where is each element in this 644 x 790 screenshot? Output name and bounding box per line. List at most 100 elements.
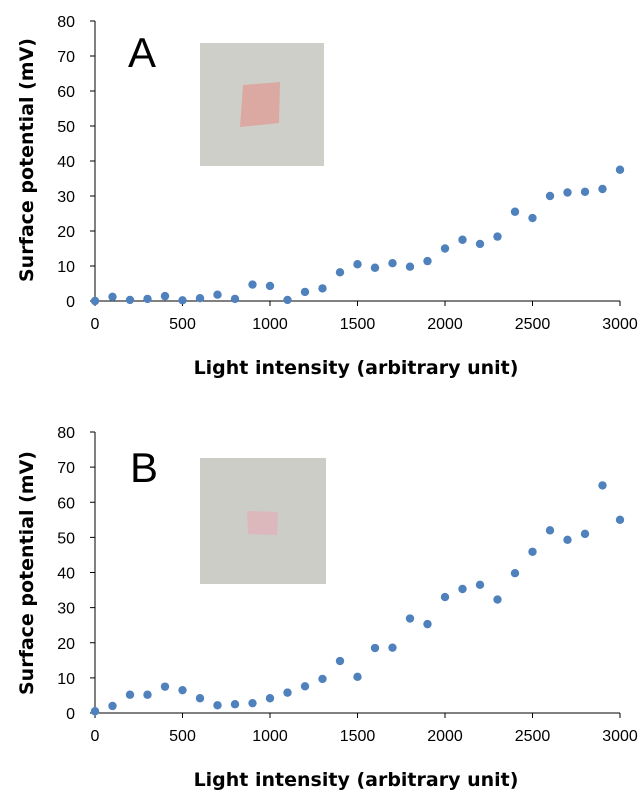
- panel-a-x-tick-label: 2500: [515, 316, 551, 333]
- panel-b-x-tick-label: 1000: [252, 728, 288, 745]
- panel-a-y-tick-label: 30: [57, 189, 75, 206]
- panel-b-data-point: [563, 535, 572, 545]
- panel-b-data-point: [160, 682, 170, 691]
- panel-b-data-point: [248, 698, 257, 708]
- panel-a-data-point: [493, 232, 502, 241]
- panel-b-data-point: [528, 547, 537, 556]
- panel-a-data-point: [598, 184, 607, 194]
- panel-b-data-point: [283, 688, 292, 697]
- panel-a-y-tick-label: 60: [57, 84, 75, 101]
- panel-b-data-point: [475, 580, 485, 589]
- panel-a-data-point: [563, 188, 572, 197]
- panel-a-y-tick-label: 40: [57, 154, 75, 171]
- panel-a-data-point: [90, 296, 100, 306]
- panel-a-data-point: [405, 262, 415, 271]
- panel-b-data-point: [195, 694, 205, 703]
- panel-a-data-point: [195, 294, 205, 303]
- panel-a-x-axis-title: Light intensity (arbitrary unit): [194, 357, 519, 379]
- panel-b-y-tick-label: 0: [66, 706, 75, 723]
- panel-b-data-point: [545, 526, 555, 535]
- panel-a-data-point: [178, 296, 187, 305]
- panel-a-data-point: [615, 165, 625, 174]
- panel-a-data-point: [388, 259, 397, 268]
- panel-b-data-point: [458, 584, 467, 594]
- panel-b-x-axis-title: Light intensity (arbitrary unit): [194, 769, 519, 790]
- panel-a-sample-film: [240, 82, 280, 127]
- panel-a: A Surface potential (mV) Light intensity…: [16, 14, 638, 379]
- panel-b-x-tick-label: 1500: [340, 728, 376, 745]
- panel-a-x-tick-label: 3000: [602, 316, 638, 333]
- panel-b-data-point: [178, 685, 187, 695]
- panel-b-x-tick-label: 3000: [602, 728, 638, 745]
- panel-b-y-tick-label: 10: [57, 671, 75, 688]
- panel-a-data-point: [580, 187, 590, 196]
- panel-a-data-point: [440, 244, 450, 253]
- panel-a-y-tick-label: 50: [57, 119, 75, 136]
- panel-b-sample-film: [247, 511, 278, 535]
- panel-a-data-point: [160, 291, 170, 301]
- panel-a-data-point: [125, 295, 135, 305]
- panel-b-data-point: [440, 592, 450, 602]
- panel-a-x-tick-label: 500: [169, 316, 196, 333]
- panel-a-data-point: [248, 280, 257, 289]
- panel-a-data-point: [528, 213, 537, 223]
- panel-b-data-point: [300, 682, 310, 691]
- panel-b-y-tick-label: 50: [57, 530, 75, 547]
- panel-b-data-point: [405, 614, 415, 623]
- panel-b-y-tick-label: 70: [57, 460, 75, 477]
- panel-a-y-tick-label: 20: [57, 224, 75, 241]
- panel-b-x-tick-label: 2000: [427, 728, 463, 745]
- panel-b-x-tick-label: 0: [91, 728, 100, 745]
- panel-b-data-point: [598, 481, 607, 490]
- panel-b-data-point: [510, 569, 520, 578]
- panel-b-data-point: [265, 694, 275, 703]
- panel-b-y-tick-label: 80: [57, 425, 75, 442]
- panel-a-x-tick-label: 0: [91, 316, 100, 333]
- panel-a-data-point: [318, 284, 327, 293]
- panel-a-data-point: [458, 235, 467, 244]
- panel-b-label: B: [130, 444, 158, 491]
- panel-a-data-point: [265, 281, 275, 291]
- panel-a-label: A: [128, 29, 156, 76]
- panel-b-y-tick-label: 30: [57, 601, 75, 618]
- panel-a-data-point: [213, 290, 222, 299]
- panel-a-x-tick-label: 1500: [340, 316, 376, 333]
- panel-a-data-point: [545, 191, 555, 201]
- panel-b-data-point: [108, 701, 117, 711]
- panel-b-x-tick-label: 500: [169, 728, 196, 745]
- panel-b-data-point: [388, 643, 397, 652]
- panel-b-y-tick-label: 60: [57, 495, 75, 512]
- panel-b-y-tick-label: 40: [57, 566, 75, 583]
- panel-b-data-point: [318, 674, 327, 684]
- panel-b-data-point: [423, 619, 432, 629]
- panel-a-x-tick-label: 2000: [427, 316, 463, 333]
- panel-a-y-tick-label: 80: [57, 14, 75, 31]
- panel-a-data-point: [283, 295, 292, 305]
- panel-b-data-point: [335, 656, 345, 666]
- panel-b-data-point: [580, 529, 590, 539]
- panel-b-data-point: [230, 700, 240, 709]
- panel-a-data-point: [510, 207, 520, 216]
- panel-b-data-point: [90, 707, 100, 716]
- panel-b-data-point: [143, 690, 152, 699]
- panel-a-data-point: [108, 292, 117, 301]
- panel-a-y-tick-label: 0: [66, 294, 75, 311]
- panel-b-x-tick-label: 2500: [515, 728, 551, 745]
- panel-a-data-point: [353, 260, 362, 269]
- panel-b-data-point: [353, 672, 362, 682]
- panel-a-y-axis-title: Surface potential (mV): [16, 38, 38, 282]
- panel-a-y-tick-label: 10: [57, 259, 75, 276]
- panel-b-y-axis-title: Surface potential (mV): [16, 451, 38, 695]
- panel-a-data-point: [423, 256, 432, 266]
- panel-a-data-point: [230, 294, 240, 304]
- panel-a-y-tick-label: 70: [57, 49, 75, 66]
- panel-b-data-point: [213, 701, 222, 710]
- panel-b: B Surface potential (mV) Light intensity…: [16, 425, 638, 790]
- panel-b-data-point: [125, 690, 135, 699]
- panel-a-data-point: [475, 239, 485, 249]
- panel-b-data-point: [615, 515, 625, 525]
- panel-a-data-point: [370, 263, 380, 272]
- panel-a-data-point: [335, 268, 345, 277]
- panel-b-data-point: [493, 595, 502, 604]
